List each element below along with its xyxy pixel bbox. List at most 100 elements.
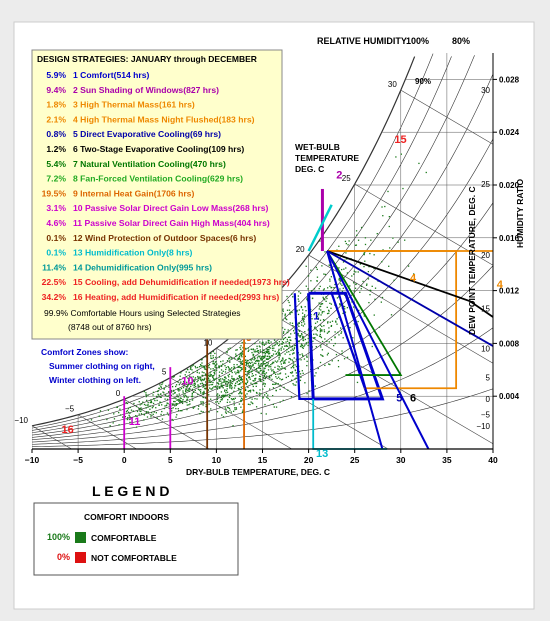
data-point bbox=[211, 357, 213, 360]
data-point bbox=[258, 345, 261, 347]
x-tick-label: 30 bbox=[396, 455, 406, 465]
data-point bbox=[286, 345, 288, 347]
legend-comfortable-swatch bbox=[75, 532, 86, 543]
data-point bbox=[212, 360, 214, 363]
data-point bbox=[263, 374, 266, 377]
data-point bbox=[159, 384, 161, 386]
data-point bbox=[188, 390, 190, 392]
data-point bbox=[337, 331, 339, 334]
data-point bbox=[210, 357, 212, 359]
data-point bbox=[210, 375, 212, 377]
data-point bbox=[203, 371, 205, 374]
data-point bbox=[182, 380, 185, 383]
data-point bbox=[221, 386, 223, 388]
data-point bbox=[302, 337, 305, 339]
data-point bbox=[273, 383, 275, 386]
strategy-zone-label: 1 bbox=[313, 311, 319, 323]
data-point bbox=[289, 358, 291, 360]
data-point bbox=[334, 336, 336, 338]
data-point bbox=[187, 389, 189, 392]
legend-heading: COMFORT INDOORS bbox=[84, 512, 169, 522]
data-point bbox=[244, 369, 247, 371]
data-point bbox=[261, 343, 263, 346]
data-point bbox=[188, 404, 190, 406]
data-point bbox=[244, 382, 247, 385]
data-point bbox=[202, 396, 204, 399]
data-point bbox=[197, 377, 200, 379]
data-point bbox=[245, 378, 248, 380]
data-point bbox=[233, 387, 236, 389]
data-point bbox=[138, 401, 140, 403]
data-point bbox=[336, 290, 338, 292]
data-point bbox=[251, 361, 253, 363]
data-point bbox=[271, 355, 273, 357]
data-point bbox=[339, 327, 342, 329]
data-point bbox=[278, 341, 281, 343]
wet-bulb-line bbox=[124, 398, 210, 450]
strategy-label: 14 Dehumidification Only(995 hrs) bbox=[73, 262, 212, 272]
data-point bbox=[225, 408, 227, 411]
data-point bbox=[197, 384, 199, 386]
data-point bbox=[197, 385, 199, 387]
data-point bbox=[265, 392, 268, 395]
data-point bbox=[268, 349, 270, 351]
data-point bbox=[244, 394, 246, 396]
data-point bbox=[292, 375, 294, 377]
data-point bbox=[370, 289, 372, 292]
data-point bbox=[252, 348, 254, 350]
data-point bbox=[132, 410, 134, 412]
data-point bbox=[365, 284, 368, 286]
data-point bbox=[331, 320, 334, 322]
data-point bbox=[364, 260, 366, 262]
data-point bbox=[299, 373, 302, 375]
data-point bbox=[229, 386, 231, 388]
data-point bbox=[268, 399, 271, 401]
data-point bbox=[180, 381, 182, 383]
data-point bbox=[251, 373, 254, 375]
data-point bbox=[282, 399, 284, 402]
data-point bbox=[234, 382, 237, 384]
data-point bbox=[279, 361, 282, 363]
data-point bbox=[304, 306, 306, 308]
data-point bbox=[355, 230, 358, 232]
data-point bbox=[240, 386, 242, 388]
data-point bbox=[196, 381, 198, 383]
data-point bbox=[255, 369, 257, 371]
data-point bbox=[200, 380, 203, 382]
data-point bbox=[190, 385, 192, 388]
data-point bbox=[370, 239, 372, 241]
data-point bbox=[241, 379, 244, 381]
data-point bbox=[268, 376, 270, 379]
data-point bbox=[213, 363, 216, 365]
comfort-zone-outline bbox=[293, 292, 371, 400]
data-point bbox=[199, 376, 201, 378]
data-point bbox=[189, 387, 191, 389]
data-point bbox=[266, 355, 268, 358]
data-point bbox=[273, 344, 275, 347]
data-point bbox=[341, 350, 343, 352]
comfort-zones-line-3: Winter clothing on left. bbox=[49, 375, 141, 385]
data-point bbox=[231, 377, 233, 379]
data-point bbox=[252, 365, 254, 367]
data-point bbox=[295, 365, 298, 368]
data-point bbox=[257, 355, 259, 357]
strategy-label: 2 Sun Shading of Windows(827 hrs) bbox=[73, 85, 219, 95]
data-point bbox=[99, 410, 102, 412]
data-point bbox=[191, 379, 193, 381]
data-point bbox=[297, 295, 300, 297]
wet-bulb-tick-label: 0 bbox=[116, 389, 121, 398]
data-point bbox=[186, 399, 188, 401]
data-point bbox=[300, 332, 303, 335]
data-point bbox=[259, 389, 261, 391]
data-point bbox=[194, 389, 196, 392]
data-point bbox=[262, 370, 264, 372]
data-point bbox=[295, 384, 297, 386]
data-point bbox=[175, 407, 177, 410]
data-point bbox=[273, 339, 276, 341]
data-point bbox=[384, 205, 386, 208]
data-point bbox=[245, 362, 248, 365]
data-point bbox=[284, 345, 286, 347]
data-point bbox=[222, 384, 224, 386]
y-tick-label: 0.004 bbox=[499, 392, 520, 401]
data-point bbox=[171, 410, 173, 412]
